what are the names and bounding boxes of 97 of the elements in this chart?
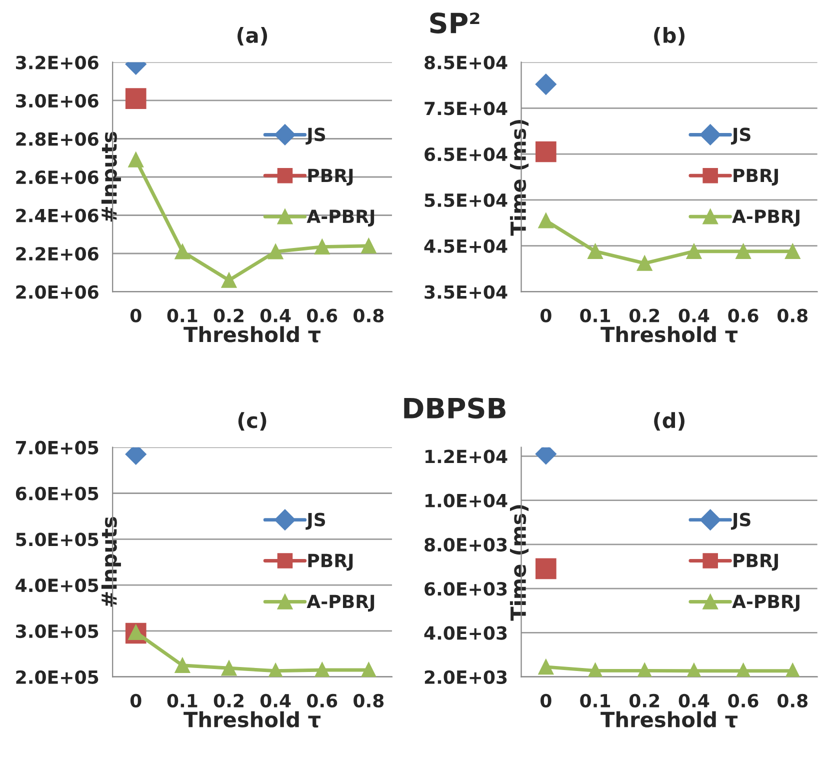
point xyxy=(174,244,190,260)
chart-title: (c) xyxy=(238,412,266,431)
x-tick-label: 0.6 xyxy=(728,308,758,322)
point xyxy=(536,141,556,162)
point xyxy=(268,244,284,260)
y-tick-label: 2.4E+06 xyxy=(16,208,98,222)
y-tick-label: 1.2E+04 xyxy=(426,450,508,464)
x-tick-label: 0.4 xyxy=(678,694,710,708)
point xyxy=(686,244,702,259)
point xyxy=(736,244,751,259)
x-tick-label: 0.1 xyxy=(167,308,198,322)
y-tick-label: 4.0E+05 xyxy=(16,578,98,592)
x-axis-title: Threshold τ xyxy=(184,711,321,728)
x-tick-label: 0 xyxy=(540,694,552,708)
point xyxy=(785,244,800,259)
x-tick-label: 0 xyxy=(130,308,142,322)
y-tick-label: 4.0E+03 xyxy=(424,626,507,640)
x-tick-label: 0.8 xyxy=(778,308,808,322)
point xyxy=(221,272,237,288)
x-tick-label: 0.4 xyxy=(678,308,710,322)
y-tick-label: 3.0E+05 xyxy=(16,624,98,638)
y-tick-label: 7.5E+04 xyxy=(424,102,508,116)
point xyxy=(538,212,554,228)
legend-label: JS xyxy=(730,128,750,145)
point xyxy=(314,239,330,254)
y-tick-label: 1.0E+04 xyxy=(426,494,508,508)
x-tick-label: 0.8 xyxy=(778,694,808,708)
y-axis-title: Time (ms) xyxy=(510,120,529,236)
x-axis-title: Threshold τ xyxy=(600,711,738,728)
y-tick-label: 6.0E+05 xyxy=(16,486,98,500)
legend-label: JS xyxy=(306,512,326,530)
y-tick-label: 3.2E+06 xyxy=(16,56,98,70)
y-tick-label: 2.0E+03 xyxy=(424,670,507,684)
y-tick-label: 2.0E+05 xyxy=(16,670,98,684)
legend-label: PBRJ xyxy=(308,554,353,571)
legend-label: JS xyxy=(306,128,326,145)
y-tick-label: 2.2E+06 xyxy=(16,246,98,261)
y-tick-label: 6.0E+03 xyxy=(424,582,507,596)
x-tick-label: 0.8 xyxy=(354,308,384,322)
x-tick-label: 0.2 xyxy=(214,694,244,708)
point xyxy=(128,152,144,168)
point xyxy=(174,658,190,674)
point xyxy=(314,662,330,677)
x-axis-title: Threshold τ xyxy=(184,326,321,342)
x-tick-label: 0.1 xyxy=(580,694,610,708)
x-tick-label: 0.2 xyxy=(214,308,244,322)
y-axis-title: #Inputs xyxy=(101,517,121,607)
x-tick-label: 0.6 xyxy=(728,694,758,708)
y-tick-label: 2.6E+06 xyxy=(16,170,98,184)
chart-title: (d) xyxy=(654,412,684,431)
legend-label: JS xyxy=(730,512,750,530)
x-tick-label: 0.4 xyxy=(260,694,291,708)
legend-label: PBRJ xyxy=(308,168,353,186)
y-tick-label: 8.0E+03 xyxy=(424,538,507,552)
x-tick-label: 0.4 xyxy=(260,308,291,322)
y-tick-label: 3.0E+06 xyxy=(16,94,98,108)
y-tick-label: 7.0E+05 xyxy=(16,440,98,454)
point xyxy=(538,659,554,675)
x-tick-label: 0.1 xyxy=(580,308,610,322)
point xyxy=(535,74,556,95)
point xyxy=(221,660,237,676)
text: SP² xyxy=(430,12,480,34)
y-tick-label: 6.5E+04 xyxy=(424,148,508,162)
y-tick-label: 2.0E+06 xyxy=(16,285,98,299)
x-tick-label: 0.2 xyxy=(629,694,660,708)
legend-label: A-PBRJ xyxy=(306,210,374,227)
x-axis-title: Threshold τ xyxy=(600,326,738,342)
point xyxy=(636,256,652,271)
point xyxy=(361,662,376,677)
x-tick-label: 0.6 xyxy=(307,308,338,322)
legend-label: PBRJ xyxy=(734,168,778,186)
y-axis-title: Time (ms) xyxy=(510,505,529,621)
x-tick-label: 0.2 xyxy=(629,308,660,322)
x-tick-label: 0.8 xyxy=(354,694,384,708)
x-tick-label: 0 xyxy=(130,694,142,708)
text: DBPSB xyxy=(404,398,506,419)
y-axis-title: #Inputs xyxy=(101,132,121,222)
y-tick-label: 2.8E+06 xyxy=(16,132,98,146)
y-tick-label: 8.5E+04 xyxy=(424,56,508,70)
y-tick-label: 3.5E+04 xyxy=(424,285,508,299)
legend-label: A-PBRJ xyxy=(732,594,800,612)
chart-title: (a) xyxy=(238,26,268,46)
point xyxy=(588,663,603,677)
y-tick-label: 4.5E+04 xyxy=(424,239,508,253)
point xyxy=(536,558,556,580)
legend-label: A-PBRJ xyxy=(732,210,800,227)
x-tick-label: 0 xyxy=(540,308,552,322)
point xyxy=(588,244,603,259)
point xyxy=(361,238,376,254)
chart-title: (b) xyxy=(654,26,684,46)
x-tick-label: 0.6 xyxy=(307,694,338,708)
y-tick-label: 5.5E+04 xyxy=(424,193,508,208)
y-tick-label: 5.0E+05 xyxy=(16,532,98,546)
legend-label: PBRJ xyxy=(734,554,778,571)
x-tick-label: 0.1 xyxy=(167,694,198,708)
point xyxy=(125,88,146,109)
legend-label: A-PBRJ xyxy=(306,594,374,612)
